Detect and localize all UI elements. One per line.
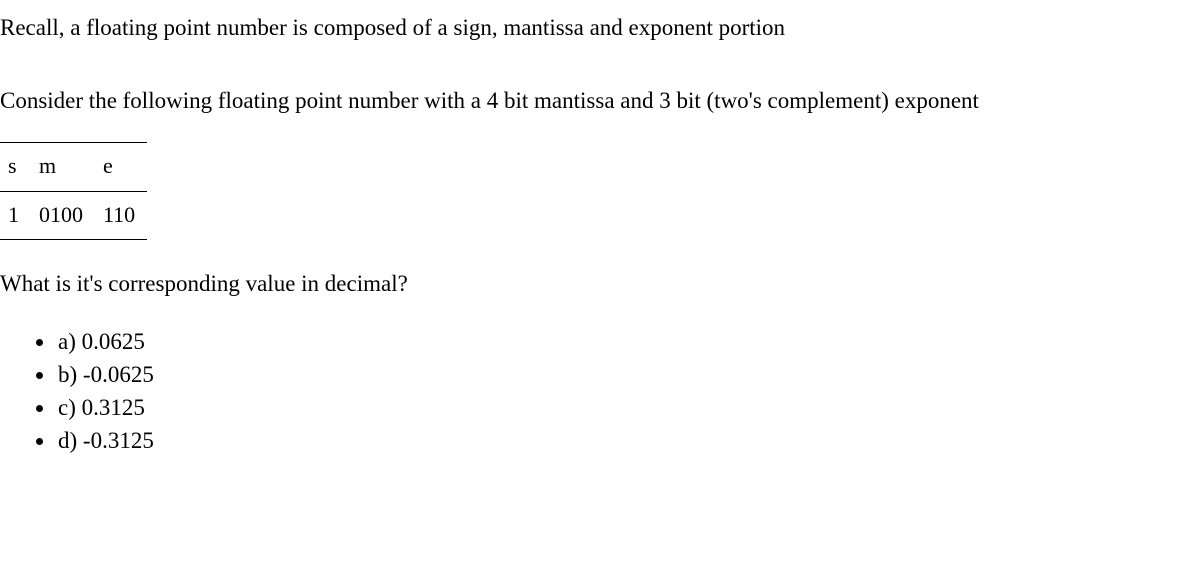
floating-point-table-wrapper: s m e 1 0100 110 <box>0 142 1200 240</box>
consider-paragraph: Consider the following floating point nu… <box>0 85 1200 116</box>
col-sign: s <box>0 143 31 192</box>
option-a[interactable]: a) 0.0625 <box>56 326 1200 357</box>
cell-mantissa: 0100 <box>31 191 95 240</box>
option-d[interactable]: d) -0.3125 <box>56 425 1200 456</box>
floating-point-table: s m e 1 0100 110 <box>0 142 147 240</box>
answer-options-list: a) 0.0625 b) -0.0625 c) 0.3125 d) -0.312… <box>0 326 1200 456</box>
question-text: What is it's corresponding value in deci… <box>0 268 1200 299</box>
col-exponent: e <box>95 143 147 192</box>
cell-sign: 1 <box>0 191 31 240</box>
cell-exponent: 110 <box>95 191 147 240</box>
option-c[interactable]: c) 0.3125 <box>56 392 1200 423</box>
col-mantissa: m <box>31 143 95 192</box>
table-header-row: s m e <box>0 143 147 192</box>
option-b[interactable]: b) -0.0625 <box>56 359 1200 390</box>
intro-paragraph: Recall, a floating point number is compo… <box>0 12 1200 43</box>
table-row: 1 0100 110 <box>0 191 147 240</box>
